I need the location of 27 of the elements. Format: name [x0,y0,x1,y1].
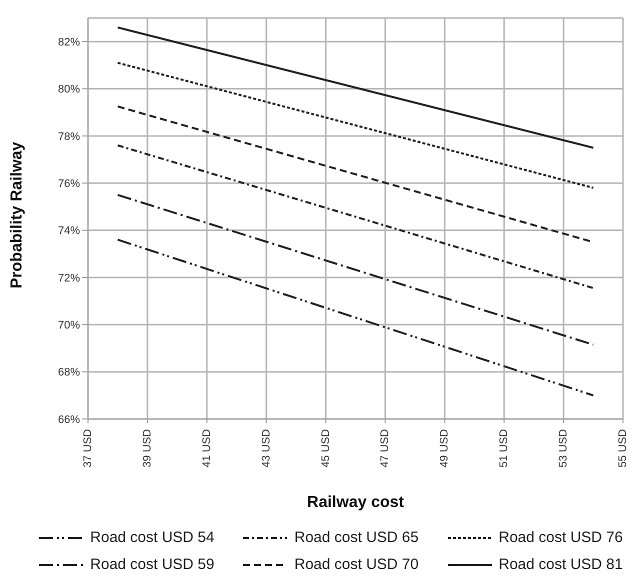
y-tick-label: 78% [58,130,80,143]
x-tick-label: 37 USD [82,428,94,468]
y-tick-label: 72% [58,272,80,284]
y-axis-title: Probability Railway [8,142,26,288]
legend-label: Road cost USD 65 [294,529,419,546]
y-tick-label: 80% [58,84,80,96]
y-tick-label: 66% [58,414,80,426]
x-tick-label: 49 USD [438,428,451,468]
legend-label: Road cost USD 76 [498,529,623,546]
x-tick-label: 43 USD [260,428,272,468]
legend-label: Road cost USD 81 [498,556,623,573]
y-tick-label: 74% [58,225,80,238]
x-tick-label: 51 USD [498,428,510,468]
x-tick-label: 41 USD [200,428,213,468]
x-axis-title: Railway cost [307,494,405,511]
x-tick-label: 53 USD [558,428,570,468]
y-tick-label: 70% [58,320,80,332]
y-tick-label: 68% [58,366,80,379]
legend-label: Road cost USD 70 [294,556,419,573]
y-tick-label: 76% [58,178,80,190]
x-tick-label: 39 USD [141,428,154,468]
x-tick-label: 55 USD [617,428,629,468]
x-tick-label: 45 USD [320,428,332,468]
legend-label: Road cost USD 54 [90,529,214,546]
legend-label: Road cost USD 59 [90,556,214,573]
y-tick-label: 82% [58,36,80,48]
x-tick-label: 47 USD [379,428,392,468]
